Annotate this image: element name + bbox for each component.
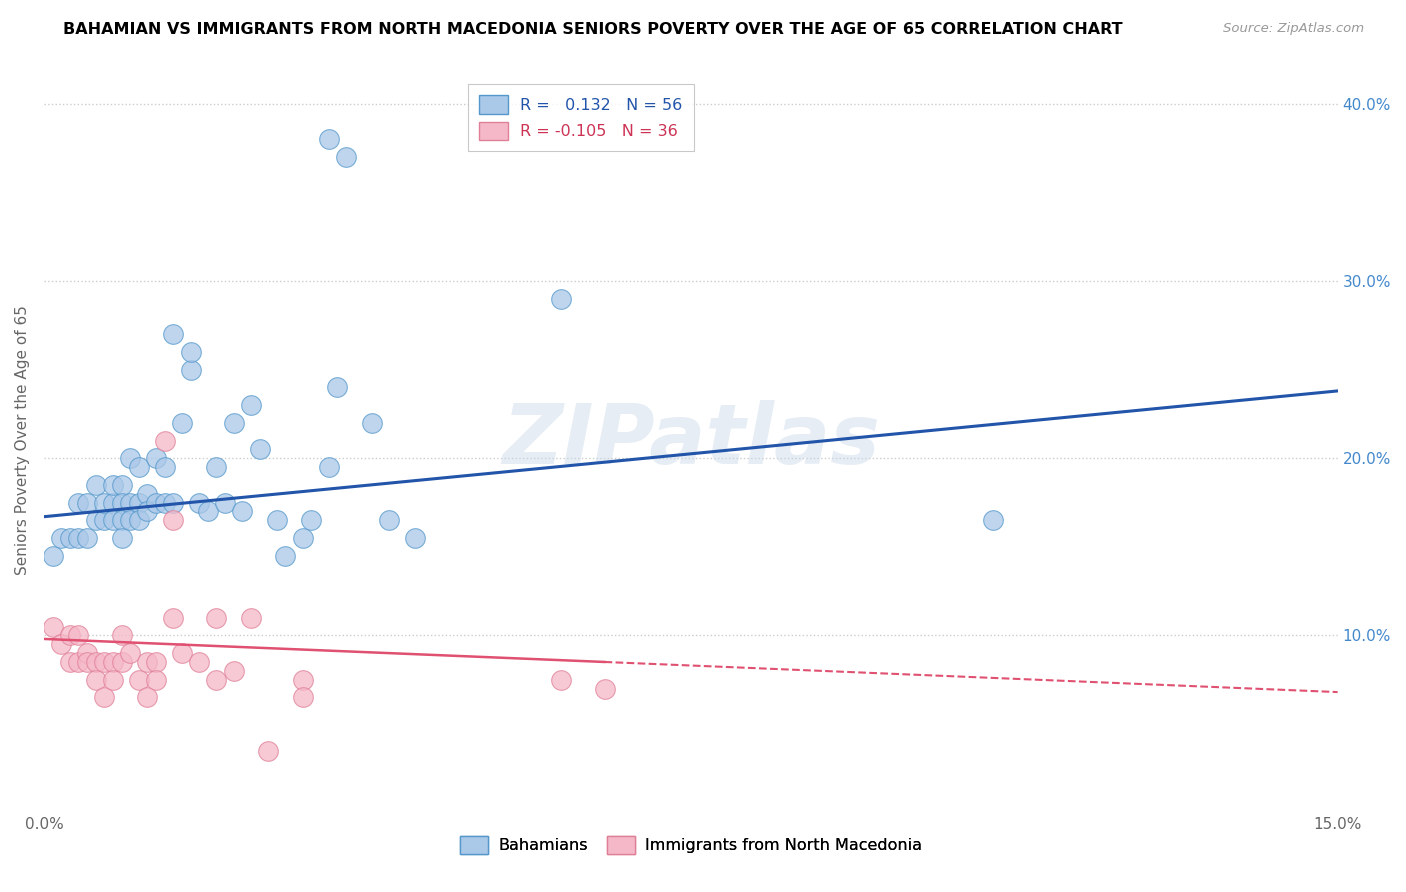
Point	[153, 495, 176, 509]
Point	[49, 531, 72, 545]
Legend: Bahamians, Immigrants from North Macedonia: Bahamians, Immigrants from North Macedon…	[453, 830, 928, 861]
Point	[120, 646, 142, 660]
Point	[120, 513, 142, 527]
Point	[76, 495, 98, 509]
Point	[120, 451, 142, 466]
Point	[84, 673, 107, 687]
Point	[145, 495, 167, 509]
Point	[110, 628, 132, 642]
Point	[239, 398, 262, 412]
Y-axis label: Seniors Poverty Over the Age of 65: Seniors Poverty Over the Age of 65	[15, 306, 30, 575]
Point	[67, 531, 90, 545]
Point	[239, 610, 262, 624]
Point	[231, 504, 253, 518]
Point	[550, 292, 572, 306]
Point	[222, 664, 245, 678]
Point	[101, 478, 124, 492]
Point	[67, 495, 90, 509]
Text: ZIPatlas: ZIPatlas	[502, 400, 880, 481]
Point	[188, 495, 211, 509]
Point	[205, 610, 228, 624]
Point	[136, 690, 159, 705]
Point	[59, 531, 82, 545]
Point	[197, 504, 219, 518]
Point	[205, 673, 228, 687]
Point	[153, 460, 176, 475]
Point	[214, 495, 236, 509]
Point	[145, 655, 167, 669]
Point	[180, 362, 202, 376]
Point	[49, 637, 72, 651]
Point	[76, 646, 98, 660]
Point	[84, 478, 107, 492]
Point	[188, 655, 211, 669]
Point	[101, 513, 124, 527]
Point	[128, 673, 150, 687]
Point	[257, 743, 280, 757]
Point	[101, 673, 124, 687]
Point	[170, 416, 193, 430]
Point	[93, 513, 115, 527]
Point	[266, 513, 288, 527]
Point	[101, 495, 124, 509]
Point	[360, 416, 382, 430]
Point	[67, 655, 90, 669]
Point	[76, 655, 98, 669]
Point	[110, 495, 132, 509]
Point	[128, 513, 150, 527]
Point	[326, 380, 349, 394]
Text: Source: ZipAtlas.com: Source: ZipAtlas.com	[1223, 22, 1364, 36]
Point	[128, 495, 150, 509]
Point	[93, 690, 115, 705]
Point	[145, 451, 167, 466]
Point	[93, 655, 115, 669]
Point	[593, 681, 616, 696]
Point	[136, 504, 159, 518]
Point	[335, 150, 357, 164]
Point	[76, 531, 98, 545]
Point	[205, 460, 228, 475]
Text: BAHAMIAN VS IMMIGRANTS FROM NORTH MACEDONIA SENIORS POVERTY OVER THE AGE OF 65 C: BAHAMIAN VS IMMIGRANTS FROM NORTH MACEDO…	[63, 22, 1123, 37]
Point	[162, 610, 184, 624]
Point	[274, 549, 297, 563]
Point	[291, 531, 314, 545]
Point	[162, 513, 184, 527]
Point	[120, 495, 142, 509]
Point	[110, 513, 132, 527]
Point	[378, 513, 401, 527]
Point	[318, 460, 340, 475]
Point	[318, 132, 340, 146]
Point	[404, 531, 426, 545]
Point	[550, 673, 572, 687]
Point	[110, 531, 132, 545]
Point	[136, 655, 159, 669]
Point	[41, 549, 63, 563]
Point	[41, 619, 63, 633]
Point	[110, 478, 132, 492]
Point	[153, 434, 176, 448]
Point	[128, 460, 150, 475]
Point	[162, 327, 184, 342]
Point	[136, 486, 159, 500]
Point	[101, 655, 124, 669]
Point	[145, 673, 167, 687]
Point	[981, 513, 1004, 527]
Point	[84, 655, 107, 669]
Point	[59, 628, 82, 642]
Point	[67, 628, 90, 642]
Point	[291, 690, 314, 705]
Point	[93, 495, 115, 509]
Point	[170, 646, 193, 660]
Point	[249, 442, 271, 457]
Point	[162, 495, 184, 509]
Point	[59, 655, 82, 669]
Point	[291, 673, 314, 687]
Point	[180, 345, 202, 359]
Point	[84, 513, 107, 527]
Point	[222, 416, 245, 430]
Point	[110, 655, 132, 669]
Point	[299, 513, 322, 527]
